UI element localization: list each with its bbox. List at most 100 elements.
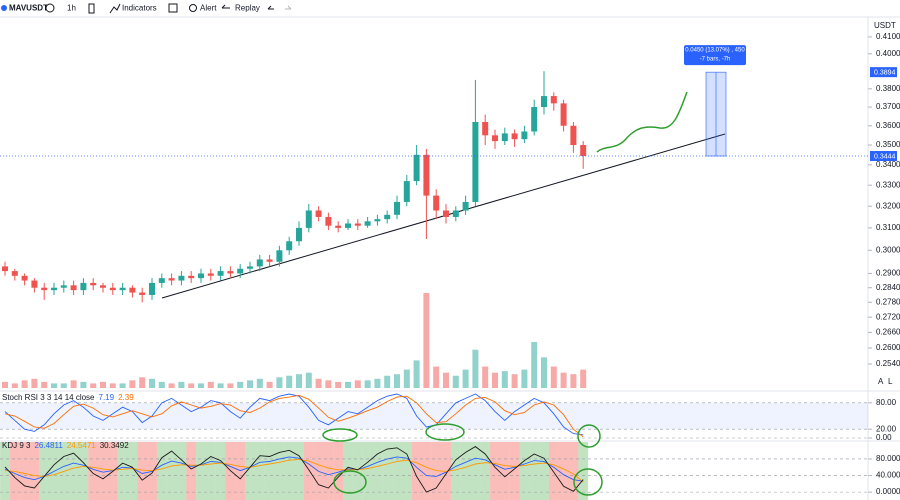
volume-bar (276, 377, 283, 388)
trend-band (205, 442, 216, 500)
y-tick-label: 0.3700 (876, 102, 900, 111)
highlight-circle (425, 423, 465, 441)
log-scale-button[interactable]: L (888, 377, 893, 386)
trend-band (98, 442, 108, 500)
candle-body (492, 135, 498, 142)
interval[interactable]: 1h (67, 4, 76, 13)
price-marker-bg (870, 151, 897, 162)
volume-bar (51, 383, 57, 388)
indicator-line (4, 458, 584, 483)
measure-label-bg (684, 45, 746, 66)
trend-band (382, 442, 393, 500)
candle-body (541, 96, 547, 108)
indicator-value: 26.4811 (34, 441, 63, 450)
volume-bar (158, 381, 165, 388)
volume-bar (41, 381, 48, 388)
volume-bar (109, 383, 116, 388)
candle-body (374, 219, 381, 222)
indicators-icon (109, 3, 121, 14)
candle-body (2, 266, 8, 272)
indicators-button[interactable]: Indicators (122, 4, 157, 13)
volume-bar (119, 383, 126, 388)
trend-band (519, 442, 530, 500)
trend-band (117, 442, 128, 500)
trend-band (215, 442, 226, 500)
replay-button[interactable]: Replay (235, 4, 260, 13)
volume-bar (541, 357, 547, 388)
price-marker: 0.3444 (874, 153, 896, 160)
volume-bar (394, 374, 400, 388)
trend-band (333, 442, 344, 500)
highlight-circle (322, 428, 358, 442)
volume-bar (21, 380, 28, 388)
highlight-circle (577, 424, 601, 448)
trend-band (294, 442, 304, 500)
candle-body (31, 280, 38, 288)
candle-body (266, 259, 273, 262)
candle-body (521, 131, 528, 140)
candle-body (305, 210, 312, 228)
candle-body (354, 223, 361, 226)
candle-body (149, 282, 155, 295)
trend-band (480, 442, 491, 500)
candle-body (452, 210, 459, 217)
y-tick-label: 0.3400 (876, 160, 900, 169)
volume-bar (178, 381, 185, 388)
volume-bar (149, 378, 155, 388)
candle-body (276, 250, 283, 262)
candle-body (384, 214, 391, 220)
redo[interactable] (285, 5, 292, 10)
volume-bar (560, 372, 567, 388)
volume-bar (188, 383, 195, 388)
undo[interactable] (267, 5, 274, 10)
indicator-value: 7.19 (99, 393, 115, 402)
y-tick-label: 0.2780 (876, 297, 900, 306)
candle-body (296, 227, 302, 242)
y-tick-label: 0.3600 (876, 121, 900, 130)
volume-bar (198, 383, 204, 388)
volume-bar (462, 369, 469, 388)
trend-band (450, 442, 461, 500)
trend-band (460, 442, 471, 500)
candle-body (315, 210, 322, 217)
volume-bar (384, 375, 391, 388)
alert-button[interactable]: Alert (200, 4, 217, 13)
candle-body (511, 133, 518, 140)
candle-body (158, 278, 165, 283)
candle-body (403, 181, 410, 202)
y-tick-label: 0.2540 (876, 359, 900, 368)
candle-body (550, 96, 557, 104)
trend-band (196, 442, 206, 500)
indicator-line (4, 446, 584, 493)
symbol[interactable]: MAVUSDT (9, 4, 48, 13)
candle-body (423, 154, 430, 196)
candle-body (188, 275, 195, 279)
trend-band (137, 442, 148, 500)
y-tick-label: 20.00 (876, 424, 897, 433)
volume-bar (531, 342, 538, 388)
drawing[interactable] (596, 91, 688, 153)
volume-bar (492, 372, 498, 388)
y-tick-label: 0.4000 (876, 49, 900, 58)
volume-bar (296, 374, 302, 388)
candle-body (433, 195, 440, 211)
volume-bar (550, 366, 557, 388)
indicator-title: Stoch RSI 3 3 14 14 close (2, 393, 95, 402)
indicator-line (4, 393, 584, 436)
trend-band (245, 442, 255, 500)
candle-body (560, 103, 567, 126)
y-tick-label: 0.00 (876, 433, 892, 442)
trend-band (529, 442, 540, 500)
trend-band (509, 442, 520, 500)
layout-icon[interactable] (168, 3, 178, 13)
auto-scale-button[interactable]: A (878, 377, 884, 386)
candle-body (119, 287, 126, 291)
volume-bar (452, 375, 459, 388)
volume-bar (60, 383, 67, 388)
chart-type[interactable] (88, 3, 95, 14)
trend-band (499, 442, 510, 500)
volume-bar (511, 374, 518, 388)
add-symbol[interactable] (45, 3, 55, 13)
candle-body (217, 271, 224, 276)
highlight-circle (573, 468, 603, 496)
